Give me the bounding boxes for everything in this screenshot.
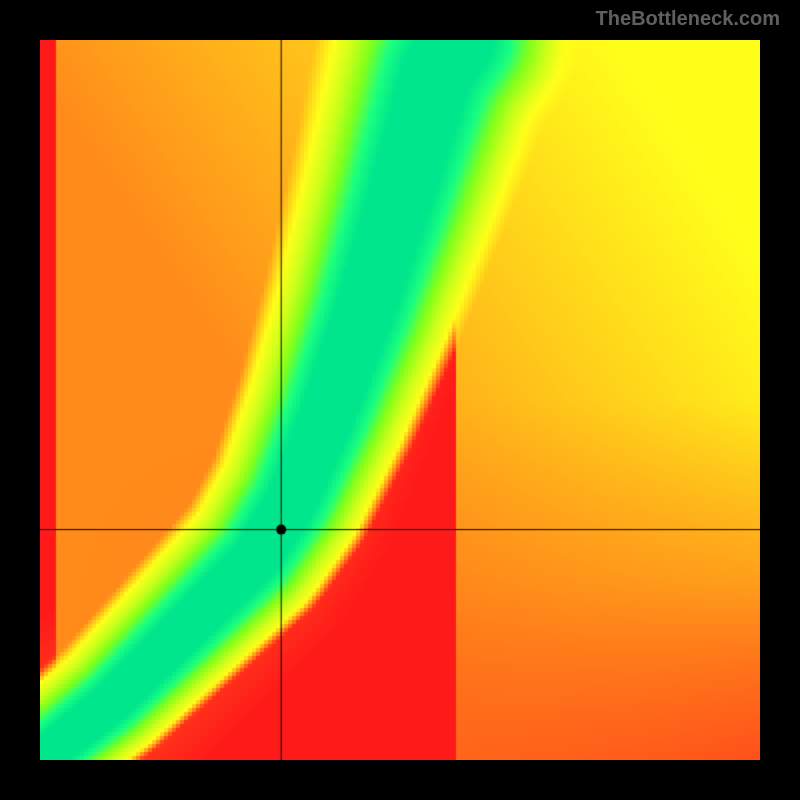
heatmap-canvas (40, 40, 760, 760)
heatmap-chart (40, 40, 760, 760)
watermark-text: TheBottleneck.com (596, 8, 780, 31)
